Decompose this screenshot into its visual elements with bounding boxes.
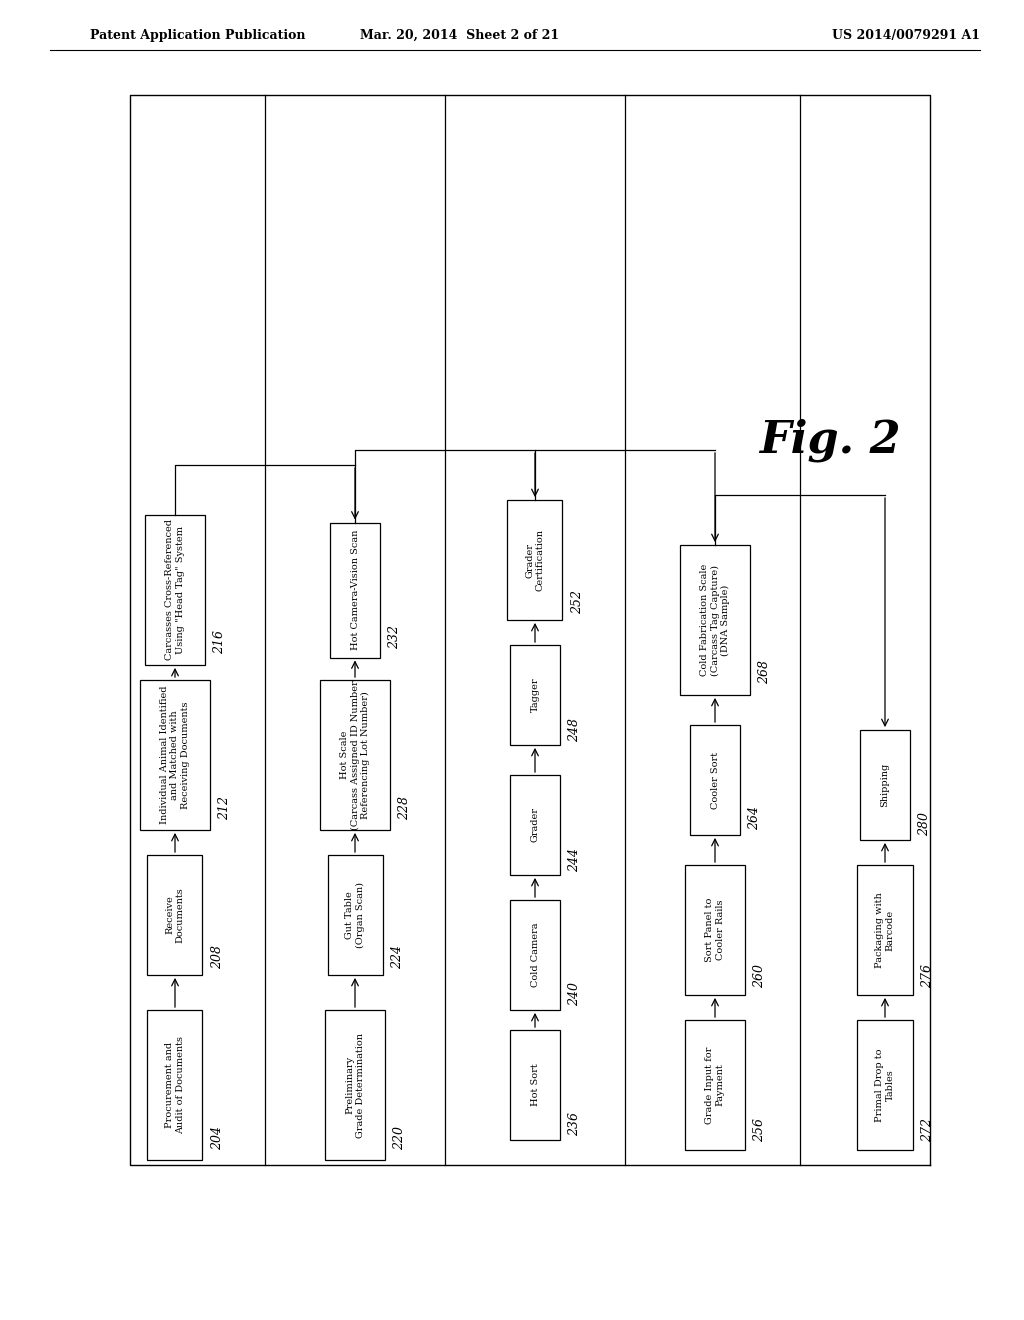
Text: 240: 240 (568, 982, 582, 1006)
Bar (680, 545, 750, 696)
Text: 208: 208 (211, 945, 224, 969)
Text: Grade Input for
Payment: Grade Input for Payment (706, 1047, 725, 1123)
Text: Cooler Sort: Cooler Sort (711, 751, 720, 809)
Text: 248: 248 (568, 718, 582, 742)
Bar (857, 1020, 912, 1150)
Bar (857, 865, 912, 995)
Text: 212: 212 (218, 796, 231, 820)
Text: 280: 280 (919, 812, 932, 836)
Text: 264: 264 (749, 807, 762, 830)
Text: 256: 256 (754, 1118, 767, 1143)
Text: Sort Panel to
Cooler Rails: Sort Panel to Cooler Rails (706, 898, 725, 962)
Text: Cold Camera: Cold Camera (530, 923, 540, 987)
Bar (319, 680, 390, 830)
Bar (508, 500, 562, 620)
Bar (145, 515, 205, 665)
Text: 244: 244 (568, 847, 582, 873)
Text: Grader: Grader (530, 808, 540, 842)
Text: Preliminary
Grade Determination: Preliminary Grade Determination (345, 1032, 365, 1138)
Bar (147, 855, 203, 975)
Text: 252: 252 (571, 590, 584, 614)
Bar (685, 865, 745, 995)
Text: Fig. 2: Fig. 2 (759, 418, 901, 462)
Text: 224: 224 (391, 945, 404, 969)
Text: Tagger: Tagger (530, 677, 540, 713)
Text: Cold Fabrication Scale
(Carcass Tag Capture)
(DNA Sample): Cold Fabrication Scale (Carcass Tag Capt… (700, 564, 730, 676)
Text: Procurement and
Audit of Documents: Procurement and Audit of Documents (165, 1036, 184, 1134)
Text: 276: 276 (921, 964, 934, 987)
Text: Patent Application Publication: Patent Application Publication (90, 29, 305, 41)
Bar (690, 725, 740, 836)
Text: 204: 204 (211, 1126, 224, 1150)
Bar (685, 1020, 745, 1150)
Text: Primal Drop to
Tables: Primal Drop to Tables (876, 1048, 895, 1122)
Text: Mar. 20, 2014  Sheet 2 of 21: Mar. 20, 2014 Sheet 2 of 21 (360, 29, 559, 41)
Text: 236: 236 (568, 1111, 582, 1135)
Text: Grader
Certification: Grader Certification (525, 529, 545, 591)
Bar (510, 1030, 560, 1140)
Bar (860, 730, 910, 840)
Bar (325, 1010, 385, 1160)
Text: Hot Sort: Hot Sort (530, 1064, 540, 1106)
Text: US 2014/0079291 A1: US 2014/0079291 A1 (833, 29, 980, 41)
Text: 260: 260 (754, 964, 767, 987)
Text: 220: 220 (393, 1126, 407, 1150)
Bar (510, 775, 560, 875)
Text: Hot Scale
(Carcass Assigned ID Number
Referencing Lot Number): Hot Scale (Carcass Assigned ID Number Re… (340, 680, 370, 830)
Text: Shipping: Shipping (881, 763, 890, 807)
Bar (328, 855, 383, 975)
Bar (510, 900, 560, 1010)
Text: 232: 232 (388, 626, 401, 649)
Text: 268: 268 (759, 660, 771, 685)
Bar (330, 523, 380, 657)
Text: 216: 216 (213, 631, 226, 655)
Bar (510, 645, 560, 744)
Text: Hot Camera-Vision Scan: Hot Camera-Vision Scan (350, 529, 359, 651)
Text: Receive
Documents: Receive Documents (165, 887, 184, 942)
Text: 228: 228 (398, 796, 412, 820)
Bar (147, 1010, 203, 1160)
Text: Individual Animal Identified
and Matched with
Receiving Documents: Individual Animal Identified and Matched… (160, 686, 189, 824)
Text: 272: 272 (921, 1118, 934, 1143)
Text: Gut Table
(Organ Scan): Gut Table (Organ Scan) (345, 882, 365, 948)
Text: Packaging with
Barcode: Packaging with Barcode (876, 892, 895, 968)
Text: Carcasses Cross-Referenced
Using "Head Tag" System: Carcasses Cross-Referenced Using "Head T… (165, 520, 184, 660)
Bar (140, 680, 210, 830)
